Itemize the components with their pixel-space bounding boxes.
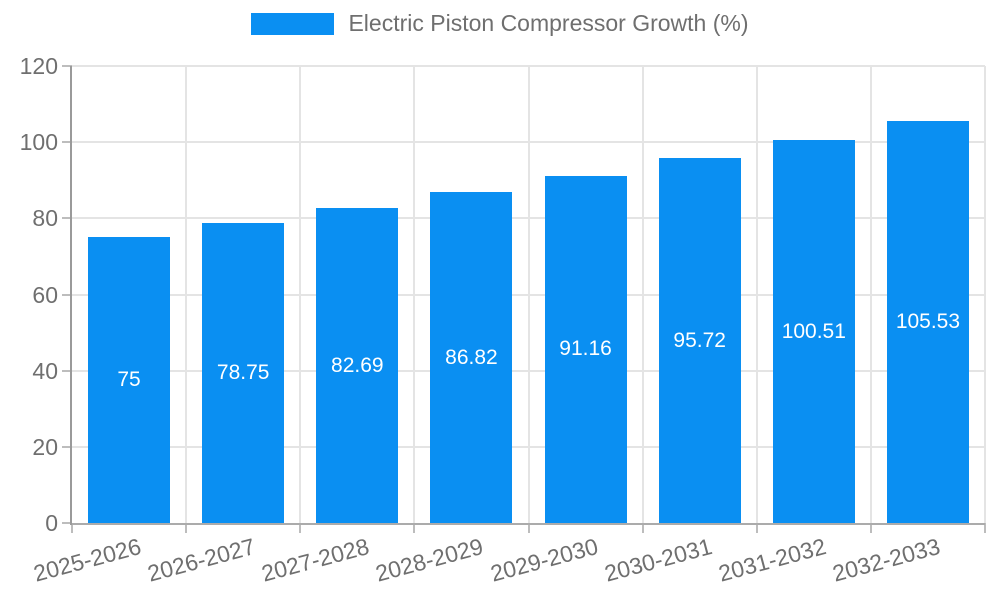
x-tick-label: 2030-2031 [601,533,715,587]
x-tick [413,523,416,533]
bar-value-label: 78.75 [216,361,270,385]
bar: 95.72 [658,158,741,523]
x-tick [641,523,644,533]
y-tick [62,141,72,144]
bar: 82.69 [316,208,399,523]
bar: 105.53 [886,121,969,523]
bar: 91.16 [544,175,627,523]
legend-label: Electric Piston Compressor Growth (%) [348,10,749,36]
bar: 100.51 [772,140,855,523]
x-gridline [299,66,302,523]
x-gridline [869,66,872,523]
y-tick [62,293,72,296]
legend-swatch [251,12,335,35]
bar-value-label: 100.51 [781,319,846,343]
bar-value-label: 82.69 [331,353,384,377]
y-tick [62,369,72,372]
x-tick [299,523,302,533]
y-tick-label: 120 [19,53,58,79]
x-tick-label: 2032-2033 [829,533,943,587]
x-tick [527,523,530,533]
x-tick-label: 2027-2028 [259,533,373,587]
y-tick-label: 0 [45,510,58,536]
y-tick [62,65,72,67]
x-tick-label: 2028-2029 [373,533,487,587]
bar-value-label: 75 [117,368,141,392]
x-tick-label: 2026-2027 [144,533,258,587]
y-tick-label: 80 [32,205,58,232]
bar: 78.75 [202,223,285,523]
x-gridline [413,66,416,523]
y-tick [62,445,72,448]
x-tick [869,523,872,533]
bar-value-label: 91.16 [559,337,612,361]
x-axis-line [72,523,985,525]
x-gridline [984,66,986,523]
bar-value-label: 105.53 [895,310,961,334]
legend: Electric Piston Compressor Growth (%) [0,10,1000,37]
x-tick [984,523,986,533]
y-tick-label: 40 [32,357,58,384]
x-gridline [185,66,188,523]
bar: 75 [88,237,171,523]
bar-value-label: 86.82 [445,345,498,369]
bar-value-label: 95.72 [673,328,726,352]
y-tick-label: 60 [32,281,58,308]
y-tick [62,217,72,220]
x-tick [71,523,73,533]
y-tick-label: 100 [19,129,58,156]
y-tick-label: 20 [32,433,58,460]
x-gridline [527,66,530,523]
y-axis-line [70,66,72,525]
x-tick-label: 2031-2032 [715,533,829,587]
y-tick [62,522,72,524]
x-tick-label: 2029-2030 [487,533,601,587]
x-tick [755,523,758,533]
x-gridline [755,66,758,523]
bar: 86.82 [430,192,513,523]
x-tick [185,523,188,533]
x-gridline [641,66,644,523]
x-tick-label: 2025-2026 [30,533,144,587]
